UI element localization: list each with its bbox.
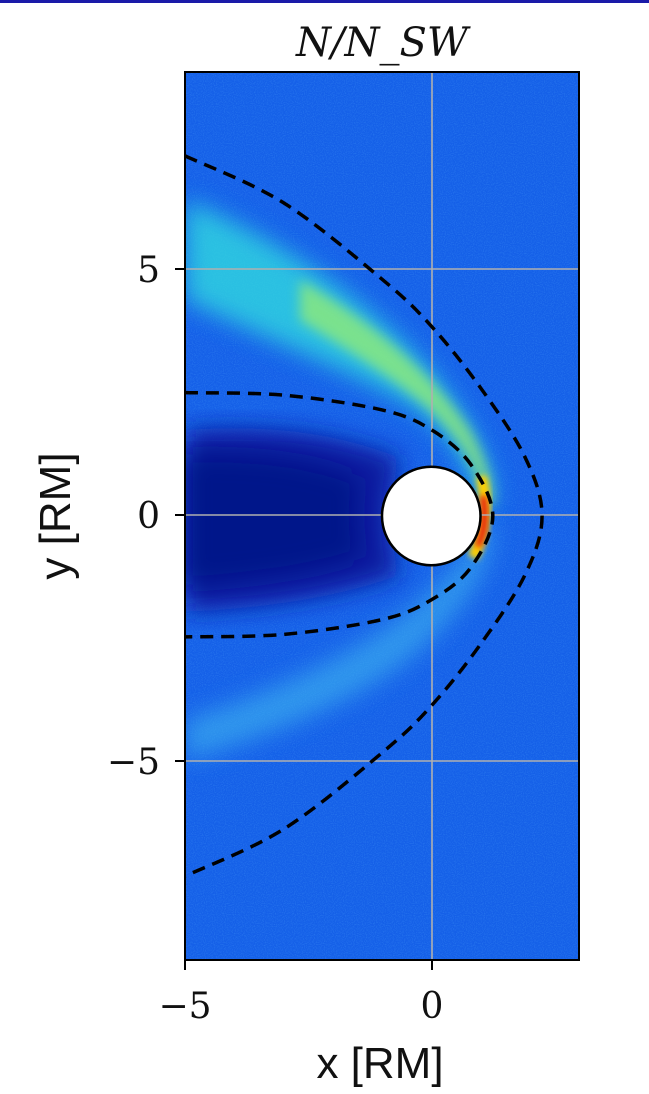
chart-title: N/N_SW <box>295 20 471 66</box>
magnetosheath-south <box>185 525 494 760</box>
y-tick-label-neg5: −5 <box>107 742 160 783</box>
y-tick-label-0: 0 <box>137 496 160 537</box>
x-tick-label-neg5: −5 <box>158 986 211 1027</box>
heatmap-area <box>185 72 579 960</box>
magnetopause-curve <box>185 390 495 639</box>
boundary-curves <box>185 154 544 878</box>
x-tick-label-0: 0 <box>421 986 444 1027</box>
y-ticks <box>175 268 185 762</box>
x-ticks <box>184 960 433 970</box>
top-border-bar <box>0 0 649 3</box>
bow-shock-curve <box>185 154 544 878</box>
y-axis-label: y [RM] <box>31 452 80 579</box>
density-peak-core <box>475 495 488 548</box>
magnetosheath-north-bright <box>300 280 493 505</box>
y-tick-label-5: 5 <box>137 250 160 291</box>
magnetosheath-north <box>185 200 494 505</box>
planet-disk <box>380 465 482 567</box>
magnetotail-core <box>185 454 362 585</box>
x-axis-label: x [RM] <box>316 1039 443 1088</box>
